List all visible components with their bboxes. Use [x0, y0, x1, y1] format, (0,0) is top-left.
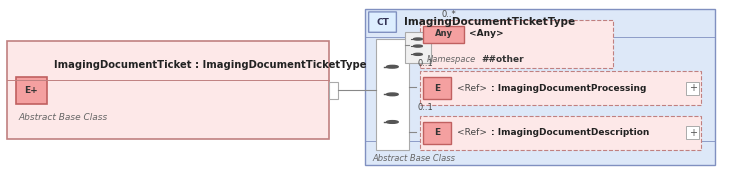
Bar [420, 20, 613, 68]
Circle shape [413, 38, 422, 40]
Bar [423, 26, 464, 42]
Text: : ImagingDocumentDescription: : ImagingDocumentDescription [491, 128, 650, 137]
Text: 0..1: 0..1 [418, 103, 434, 112]
Text: Abstract Base Class: Abstract Base Class [372, 154, 456, 163]
FancyBboxPatch shape [369, 12, 396, 32]
Bar [423, 77, 451, 99]
Bar [420, 71, 701, 105]
Text: ImagingDocumentTicket : ImagingDocumentTicketType: ImagingDocumentTicket : ImagingDocumentT… [54, 61, 366, 70]
Bar [365, 8, 715, 165]
Bar [686, 82, 699, 95]
Bar [423, 122, 451, 144]
Bar [420, 116, 701, 150]
Circle shape [413, 45, 422, 47]
Text: <Any>: <Any> [469, 30, 504, 38]
Text: E+: E+ [25, 86, 38, 95]
Text: +: + [689, 83, 696, 93]
Circle shape [413, 53, 422, 55]
Text: ##other: ##other [482, 55, 524, 64]
Bar [686, 126, 699, 139]
Bar [328, 82, 338, 99]
Bar [376, 39, 409, 150]
Text: <Ref>: <Ref> [457, 128, 487, 137]
Circle shape [387, 93, 399, 96]
Text: CT: CT [376, 18, 389, 27]
Circle shape [387, 121, 399, 123]
Text: : ImagingDocumentProcessing: : ImagingDocumentProcessing [491, 84, 647, 93]
Bar [16, 76, 47, 104]
Circle shape [387, 65, 399, 68]
Text: Abstract Base Class: Abstract Base Class [18, 113, 107, 122]
Text: +: + [689, 128, 696, 138]
Text: <Ref>: <Ref> [457, 84, 487, 93]
Text: Any: Any [434, 30, 453, 38]
Text: ImagingDocumentTicketType: ImagingDocumentTicketType [404, 17, 575, 27]
Text: 0..*: 0..* [442, 10, 456, 19]
Bar [7, 41, 328, 139]
Text: E: E [434, 128, 440, 137]
Bar [405, 32, 431, 63]
Text: E: E [434, 84, 440, 93]
Text: Namespace: Namespace [427, 55, 476, 64]
Text: 0..1: 0..1 [418, 59, 434, 68]
